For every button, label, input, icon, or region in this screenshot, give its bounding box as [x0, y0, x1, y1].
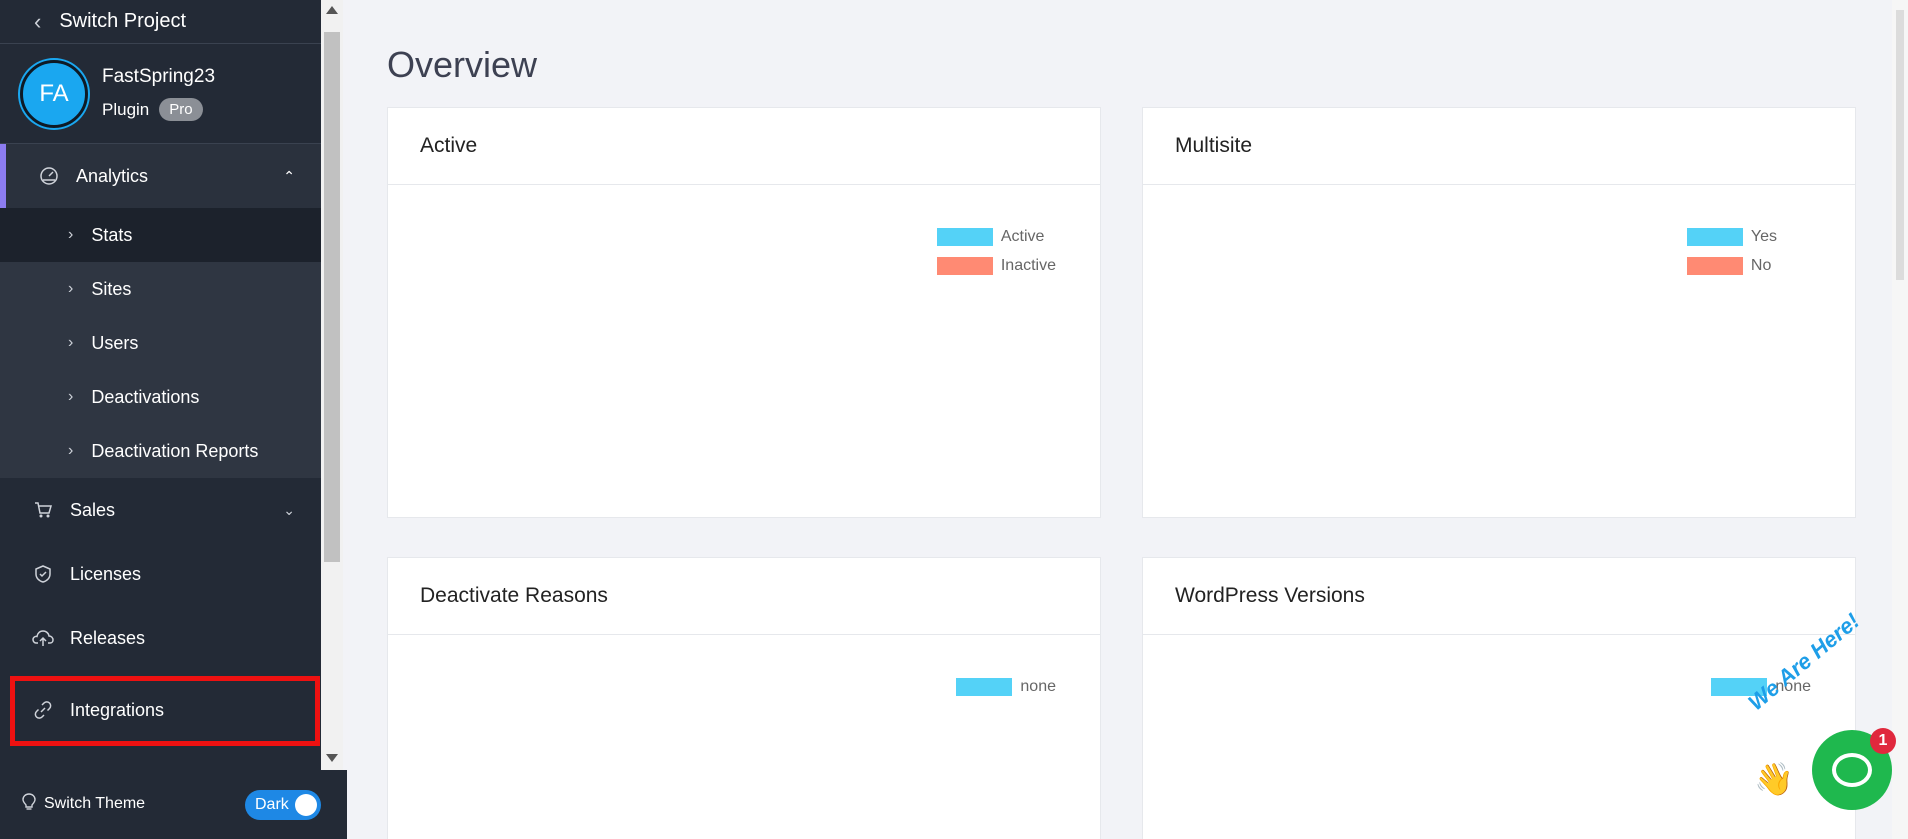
card-wordpress-versions: WordPress Versions none	[1142, 557, 1856, 839]
sidebar-item-licenses[interactable]: Licenses	[0, 542, 321, 606]
chevron-right-icon: ›	[68, 442, 74, 459]
sidebar-item-analytics[interactable]: Analytics ⌃	[0, 144, 321, 208]
card-multisite: Multisite Yes No	[1142, 107, 1856, 518]
analytics-submenu: › Stats › Sites › Users › Deactivations …	[0, 208, 321, 478]
sidebar-item-deactivations[interactable]: › Deactivations	[0, 370, 321, 424]
main-content: Overview Active Active Inactive Multisit…	[347, 0, 1892, 839]
chevron-right-icon: ›	[68, 334, 74, 351]
sidebar-item-sales[interactable]: Sales ⌄	[0, 478, 321, 542]
legend-item[interactable]: none	[956, 678, 1056, 696]
shield-check-icon	[32, 563, 54, 585]
legend-label: Active	[1000, 228, 1045, 245]
sidebar-item-label: Stats	[91, 224, 133, 245]
sidebar-item-sites[interactable]: › Sites	[0, 262, 321, 316]
legend-swatch	[1686, 228, 1743, 246]
theme-switcher: Switch Theme Dark	[0, 784, 321, 824]
legend-swatch	[956, 678, 1013, 696]
cloud-upload-icon	[32, 627, 54, 649]
legend-label: none	[1020, 678, 1056, 695]
sidebar: ‹ Switch Project FA FastSpring23 Plugin …	[0, 0, 321, 839]
sidebar-item-label: Deactivation Reports	[91, 440, 259, 461]
project-type: Plugin	[102, 99, 150, 119]
legend-swatch	[936, 228, 993, 246]
card-deactivate-reasons: Deactivate Reasons none	[387, 557, 1101, 839]
legend-label: No	[1750, 257, 1772, 274]
chevron-right-icon: ›	[68, 280, 74, 297]
legend-item[interactable]: No	[1686, 257, 1777, 275]
sidebar-item-releases[interactable]: Releases	[0, 606, 321, 670]
switch-project-link[interactable]: ‹ Switch Project	[0, 0, 321, 44]
legend-swatch	[1711, 678, 1768, 696]
chevron-left-icon: ‹	[34, 8, 42, 34]
cart-icon	[32, 499, 54, 521]
theme-toggle[interactable]: Dark	[245, 790, 321, 820]
sidebar-item-label: Releases	[70, 627, 146, 648]
page-scrollbar[interactable]	[1892, 0, 1908, 839]
card-title: WordPress Versions	[1143, 558, 1855, 635]
sidebar-item-label: Sites	[91, 278, 132, 299]
highlight-box	[10, 676, 320, 746]
toggle-knob	[295, 794, 317, 816]
sidebar-item-deactivation-reports[interactable]: › Deactivation Reports	[0, 424, 321, 478]
scroll-up-arrow-icon[interactable]	[326, 6, 338, 14]
lightbulb-icon	[22, 792, 36, 816]
plan-badge: Pro	[159, 98, 203, 121]
switch-theme-label: Switch Theme	[44, 795, 146, 812]
sidebar-item-label: Analytics	[76, 165, 149, 186]
chat-bubble-icon	[1832, 753, 1872, 787]
legend-label: none	[1775, 678, 1811, 695]
card-title: Multisite	[1143, 108, 1855, 185]
sidebar-item-users[interactable]: › Users	[0, 316, 321, 370]
chart-legend: none	[1711, 678, 1811, 707]
project-name: FastSpring23	[102, 66, 216, 87]
sidebar-item-label: Users	[91, 332, 139, 353]
chevron-down-icon: ⌄	[283, 501, 295, 518]
card-active: Active Active Inactive	[387, 107, 1101, 518]
sidebar-item-label: Deactivations	[91, 386, 200, 407]
card-title: Active	[388, 108, 1100, 185]
sidebar-scrollbar[interactable]	[321, 0, 343, 770]
chart-legend: Yes No	[1686, 228, 1777, 286]
switch-project-label: Switch Project	[59, 10, 187, 32]
legend-item[interactable]: Active	[936, 228, 1056, 246]
sidebar-item-integrations[interactable]: Integrations	[0, 678, 321, 742]
sidebar-footer-bg	[321, 770, 347, 839]
avatar: FA	[20, 59, 88, 128]
legend-swatch	[936, 257, 993, 275]
project-header: FA FastSpring23 Plugin Pro	[0, 44, 321, 144]
legend-label: Inactive	[1000, 257, 1056, 274]
scroll-down-arrow-icon[interactable]	[326, 754, 338, 762]
legend-swatch	[1686, 257, 1743, 275]
sidebar-item-label: Integrations	[70, 699, 165, 720]
sidebar-item-label: Licenses	[70, 563, 142, 584]
legend-label: Yes	[1750, 228, 1777, 245]
waving-hand-icon: 👋	[1754, 761, 1794, 797]
dashboard-gauge-icon	[38, 165, 60, 187]
chevron-right-icon: ›	[68, 226, 74, 243]
theme-toggle-value: Dark	[255, 796, 289, 813]
legend-item[interactable]: Yes	[1686, 228, 1777, 246]
chart-legend: Active Inactive	[936, 228, 1056, 286]
sidebar-item-label: Sales	[70, 499, 116, 520]
sidebar-item-stats[interactable]: › Stats	[0, 208, 321, 262]
chevron-up-icon: ⌃	[283, 167, 295, 184]
page-title: Overview	[387, 44, 538, 85]
scrollbar-thumb[interactable]	[324, 32, 340, 562]
legend-item[interactable]: none	[1711, 678, 1811, 696]
chevron-right-icon: ›	[68, 388, 74, 405]
link-icon	[32, 699, 54, 721]
legend-item[interactable]: Inactive	[936, 257, 1056, 275]
card-title: Deactivate Reasons	[388, 558, 1100, 635]
unread-badge: 1	[1870, 728, 1896, 754]
scrollbar-thumb[interactable]	[1896, 10, 1904, 280]
chart-legend: none	[956, 678, 1056, 707]
